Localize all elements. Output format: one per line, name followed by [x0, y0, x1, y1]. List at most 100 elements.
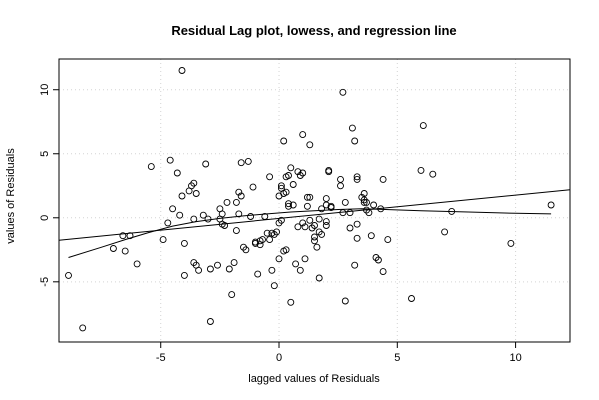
x-tick-label: 10 [509, 352, 521, 364]
data-point [429, 170, 437, 178]
data-point [441, 228, 449, 236]
data-point [266, 173, 274, 181]
data-point [341, 198, 349, 206]
data-point [176, 211, 184, 219]
data-point [259, 236, 266, 244]
data-point [192, 190, 200, 197]
data-point [301, 223, 309, 231]
x-tick-label: -5 [156, 352, 166, 364]
data-point [306, 216, 314, 224]
data-point [296, 172, 304, 179]
data-point [363, 198, 370, 206]
y-tick-label: -5 [39, 277, 51, 287]
data-point [190, 179, 198, 187]
axis-ticks: -5 0 5 10 -5 0 5 10 [39, 84, 522, 364]
data-point [322, 222, 330, 229]
data-point [232, 227, 240, 235]
data-point [119, 232, 127, 240]
data-point [292, 260, 300, 268]
data-point [374, 256, 382, 264]
data-point [294, 168, 302, 176]
data-point [159, 236, 167, 244]
data-point [180, 271, 188, 279]
x-tick-label: 0 [276, 352, 282, 364]
regression-line [58, 189, 571, 241]
data-point [221, 222, 229, 229]
data-point [195, 266, 203, 274]
data-point [417, 166, 425, 174]
data-point [166, 156, 174, 164]
data-point [280, 137, 288, 145]
data-point [315, 274, 323, 282]
data-point [270, 282, 278, 290]
data-point [315, 228, 323, 236]
data-point [372, 254, 380, 261]
data-point [360, 198, 368, 206]
data-point [244, 157, 252, 165]
data-point [408, 295, 415, 302]
data-point [285, 172, 292, 179]
data-point [202, 160, 210, 168]
data-point [247, 213, 255, 220]
data-point [377, 205, 385, 213]
data-point [164, 219, 172, 227]
data-point [121, 247, 129, 255]
data-point [79, 324, 87, 332]
data-point [65, 271, 72, 279]
data-point [299, 169, 307, 177]
data-point [235, 188, 243, 196]
data-point [299, 131, 307, 139]
data-point [180, 239, 188, 247]
data-point [348, 124, 356, 132]
data-point [384, 236, 392, 244]
data-point [223, 198, 231, 206]
data-point [289, 201, 297, 209]
data-point [277, 182, 285, 190]
data-point [337, 175, 344, 183]
data-point [225, 265, 233, 273]
data-point [311, 237, 318, 245]
data-point [254, 270, 262, 278]
data-point [261, 213, 269, 220]
data-point [306, 193, 314, 201]
data-point [313, 243, 321, 251]
data-point [303, 193, 311, 201]
data-point [296, 266, 304, 274]
data-point [214, 261, 221, 269]
data-point [268, 266, 276, 274]
x-tick-label: 5 [394, 352, 400, 364]
data-point [353, 234, 361, 242]
data-point [206, 318, 214, 325]
data-point [353, 175, 361, 183]
data-point [204, 215, 212, 223]
data-point [147, 163, 155, 171]
x-axis-label: lagged values of Residuals [248, 373, 380, 385]
data-point [419, 122, 427, 130]
data-point [379, 175, 387, 183]
data-point [178, 67, 186, 74]
chart-title: Residual Lag plot, lowess, and regressio… [171, 23, 456, 38]
data-point [351, 261, 359, 269]
y-tick-label: 10 [39, 84, 51, 96]
data-point [287, 298, 295, 306]
data-point [322, 195, 330, 203]
data-point [206, 265, 214, 273]
data-point [507, 239, 515, 247]
data-point [365, 209, 373, 217]
data-point [353, 220, 361, 228]
data-point [315, 215, 323, 223]
data-point [285, 202, 292, 210]
data-point [263, 229, 271, 237]
data-points [65, 67, 555, 332]
grid-lines [59, 59, 570, 342]
data-point [308, 224, 316, 232]
data-point [237, 159, 245, 167]
fit-lines [58, 189, 571, 258]
data-point [306, 141, 314, 149]
data-point [325, 166, 333, 174]
data-point [379, 268, 387, 276]
data-point [346, 209, 354, 217]
data-point [337, 182, 344, 190]
plot-frame [58, 58, 571, 343]
